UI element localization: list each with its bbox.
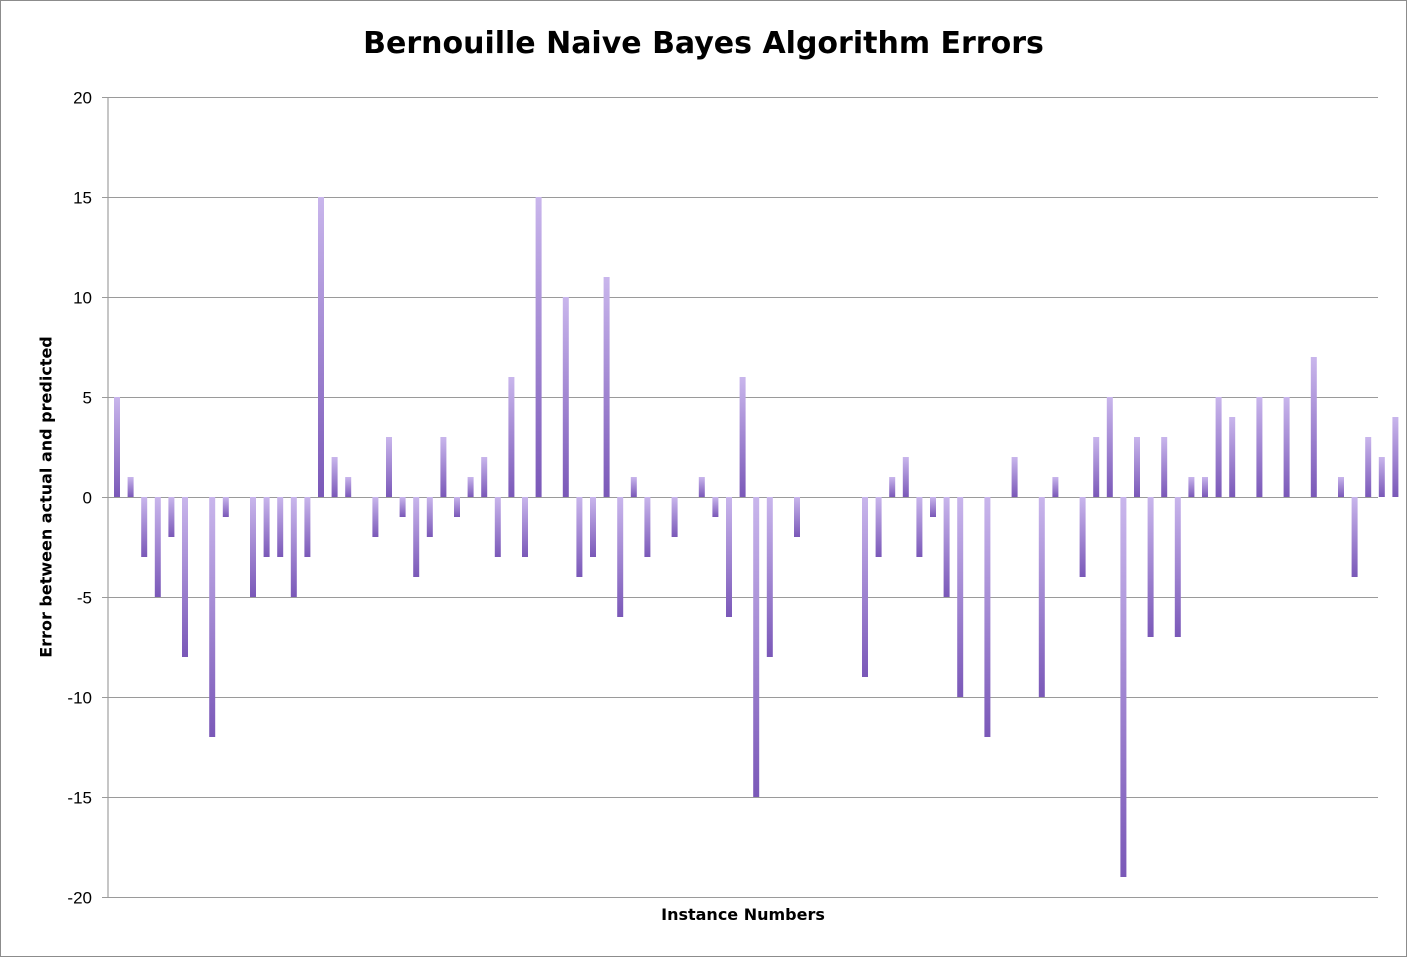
error-bar bbox=[467, 477, 474, 497]
error-bar bbox=[712, 497, 719, 517]
error-bar bbox=[168, 497, 175, 537]
error-bar bbox=[1147, 497, 1154, 637]
chart-title: Bernouille Naive Bayes Algorithm Errors bbox=[363, 26, 1044, 61]
error-bar bbox=[739, 377, 746, 497]
error-bar bbox=[372, 497, 379, 537]
y-tick-label: -10 bbox=[67, 689, 92, 708]
error-bar bbox=[209, 497, 216, 737]
error-bar bbox=[222, 497, 229, 517]
error-bar bbox=[1052, 477, 1059, 497]
error-bar bbox=[753, 497, 760, 797]
error-bar bbox=[671, 497, 678, 537]
error-bar bbox=[576, 497, 583, 577]
x-axis-label: Instance Numbers bbox=[661, 905, 825, 924]
error-bar bbox=[875, 497, 882, 557]
error-bar bbox=[1215, 397, 1222, 497]
y-tick-label: 10 bbox=[73, 289, 92, 308]
error-bar bbox=[902, 457, 909, 497]
error-bar bbox=[590, 497, 596, 557]
y-tick-label: 15 bbox=[73, 189, 92, 208]
error-bar bbox=[617, 497, 624, 617]
error-bar bbox=[1392, 417, 1399, 497]
error-bar bbox=[413, 497, 420, 577]
error-bar bbox=[1188, 477, 1195, 497]
error-bar bbox=[603, 277, 610, 497]
error-bar bbox=[1283, 397, 1290, 497]
error-bar bbox=[277, 497, 284, 557]
error-bar bbox=[331, 457, 338, 497]
error-bar bbox=[154, 497, 161, 597]
error-bar bbox=[794, 497, 800, 537]
error-bar bbox=[862, 497, 868, 677]
error-bar bbox=[1256, 397, 1263, 497]
y-tick-label: 5 bbox=[83, 389, 92, 408]
error-bar bbox=[766, 497, 773, 657]
error-bar bbox=[1120, 497, 1127, 877]
error-bar bbox=[141, 497, 148, 557]
error-bar bbox=[1229, 417, 1236, 497]
error-bar bbox=[494, 497, 501, 557]
error-bar bbox=[304, 497, 311, 557]
error-bar bbox=[957, 497, 964, 697]
error-bar bbox=[535, 197, 542, 497]
error-bar bbox=[644, 497, 651, 557]
error-bar bbox=[522, 497, 528, 557]
error-bar bbox=[399, 497, 406, 517]
error-bar bbox=[630, 477, 637, 497]
error-bar bbox=[1011, 457, 1018, 497]
error-bar bbox=[127, 477, 134, 497]
error-bar bbox=[440, 437, 447, 497]
y-tick-label: 20 bbox=[73, 89, 92, 108]
error-bar bbox=[1079, 497, 1086, 577]
error-bar bbox=[1338, 477, 1344, 497]
error-bar bbox=[426, 497, 433, 537]
error-bar bbox=[1310, 357, 1317, 497]
error-bar bbox=[726, 497, 732, 617]
error-bar bbox=[1174, 497, 1181, 637]
error-bar bbox=[1134, 437, 1140, 497]
error-bar bbox=[454, 497, 460, 517]
error-bar bbox=[1038, 497, 1045, 697]
error-bar bbox=[1093, 437, 1100, 497]
error-bar bbox=[1378, 457, 1385, 497]
error-bar bbox=[889, 477, 896, 497]
error-bar bbox=[250, 497, 256, 597]
error-bar bbox=[943, 497, 950, 597]
error-bar bbox=[916, 497, 923, 557]
error-bar bbox=[318, 197, 324, 497]
error-bar bbox=[1106, 397, 1113, 497]
error-bar bbox=[1161, 437, 1168, 497]
error-bar bbox=[290, 497, 297, 597]
error-bar bbox=[508, 377, 515, 497]
error-bar bbox=[562, 297, 569, 497]
error-bar bbox=[1351, 497, 1358, 577]
error-bar bbox=[930, 497, 936, 517]
error-bar bbox=[481, 457, 488, 497]
error-bar bbox=[1202, 477, 1208, 497]
error-bar bbox=[263, 497, 270, 557]
y-tick-label: -20 bbox=[67, 889, 92, 908]
error-bar bbox=[345, 477, 352, 497]
y-tick-label: 0 bbox=[83, 489, 92, 508]
y-tick-label: -15 bbox=[67, 789, 92, 808]
error-bar bbox=[984, 497, 991, 737]
error-bar bbox=[114, 397, 120, 497]
error-bar bbox=[182, 497, 188, 657]
error-bar bbox=[1365, 437, 1372, 497]
error-bar bbox=[698, 477, 705, 497]
error-bar bbox=[386, 437, 392, 497]
y-tick-label: -5 bbox=[77, 589, 92, 608]
